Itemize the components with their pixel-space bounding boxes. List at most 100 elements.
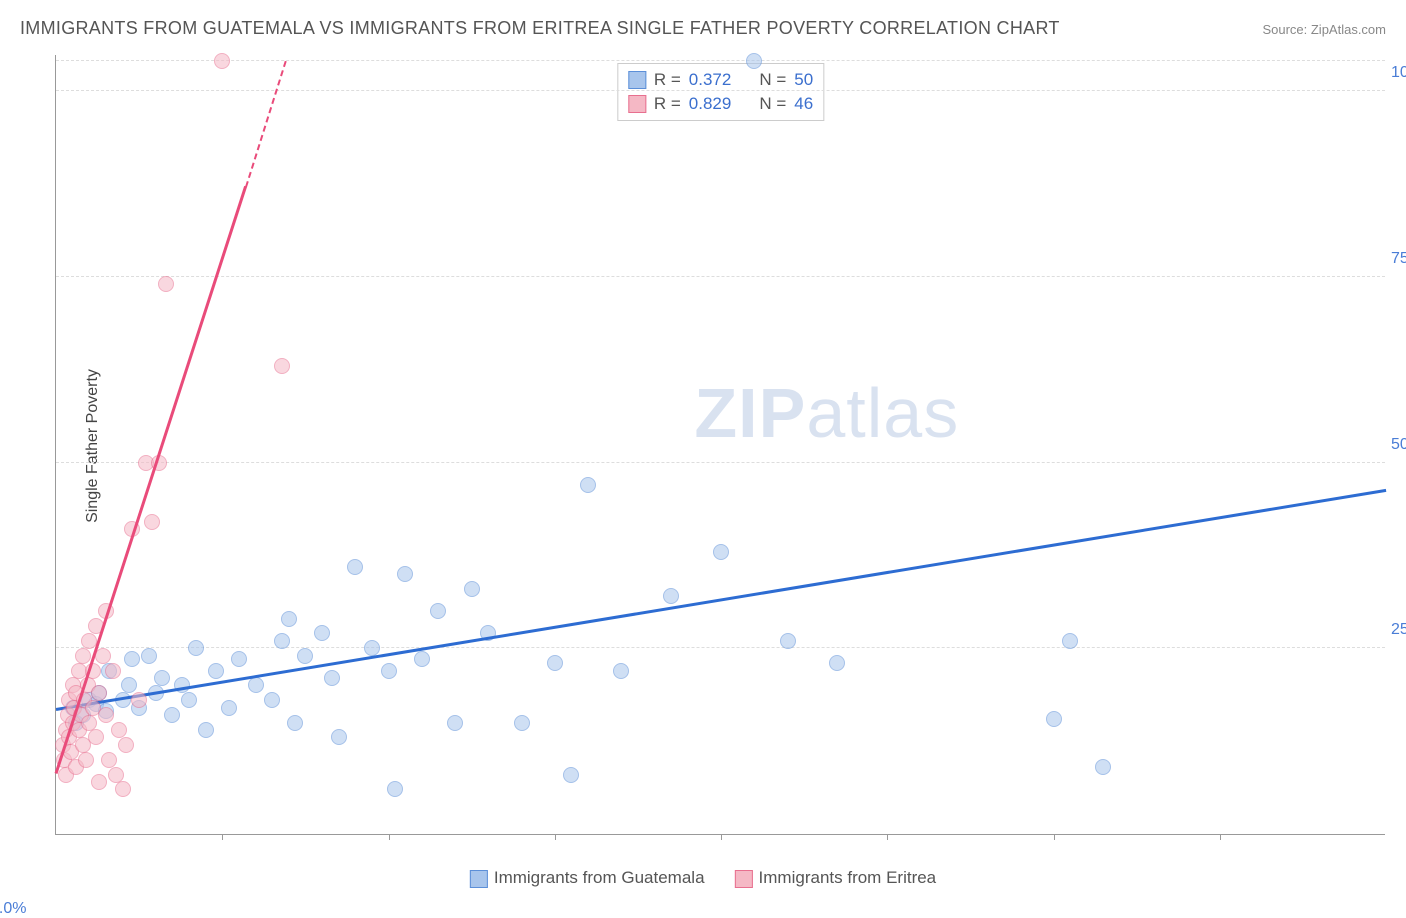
gridline bbox=[56, 60, 1385, 61]
legend-swatch bbox=[628, 71, 646, 89]
x-tick bbox=[721, 834, 722, 840]
x-tick bbox=[389, 834, 390, 840]
y-tick-label: 100.0% bbox=[1391, 64, 1406, 82]
watermark: ZIPatlas bbox=[694, 373, 959, 453]
x-tick bbox=[222, 834, 223, 840]
data-point bbox=[158, 276, 174, 292]
data-point bbox=[464, 581, 480, 597]
x-tick bbox=[555, 834, 556, 840]
data-point bbox=[188, 640, 204, 656]
x-tick bbox=[1220, 834, 1221, 840]
trend-line bbox=[56, 489, 1386, 711]
data-point bbox=[141, 648, 157, 664]
legend-label: Immigrants from Eritrea bbox=[759, 868, 937, 887]
data-point bbox=[314, 625, 330, 641]
data-point bbox=[91, 685, 107, 701]
data-point bbox=[580, 477, 596, 493]
x-tick bbox=[887, 834, 888, 840]
x-tick bbox=[1054, 834, 1055, 840]
gridline bbox=[56, 647, 1385, 648]
data-point bbox=[414, 651, 430, 667]
data-point bbox=[88, 729, 104, 745]
correlation-legend: R = 0.372 N = 50 R = 0.829 N = 46 bbox=[617, 63, 824, 121]
data-point bbox=[208, 663, 224, 679]
data-point bbox=[154, 670, 170, 686]
data-point bbox=[214, 53, 230, 69]
data-point bbox=[347, 559, 363, 575]
n-label: N = bbox=[759, 94, 786, 114]
data-point bbox=[281, 611, 297, 627]
data-point bbox=[514, 715, 530, 731]
y-tick-label: 25.0% bbox=[1391, 621, 1406, 639]
gridline bbox=[56, 462, 1385, 463]
r-label: R = bbox=[654, 70, 681, 90]
gridline bbox=[56, 90, 1385, 91]
data-point bbox=[108, 767, 124, 783]
data-point bbox=[324, 670, 340, 686]
legend-row: R = 0.829 N = 46 bbox=[628, 92, 813, 116]
data-point bbox=[1046, 711, 1062, 727]
r-value: 0.372 bbox=[689, 70, 732, 90]
legend-swatch bbox=[735, 870, 753, 888]
data-point bbox=[274, 358, 290, 374]
data-point bbox=[164, 707, 180, 723]
data-point bbox=[1062, 633, 1078, 649]
data-point bbox=[829, 655, 845, 671]
y-tick-label: 50.0% bbox=[1391, 436, 1406, 454]
data-point bbox=[1095, 759, 1111, 775]
data-point bbox=[181, 692, 197, 708]
data-point bbox=[221, 700, 237, 716]
data-point bbox=[447, 715, 463, 731]
source-link[interactable]: ZipAtlas.com bbox=[1311, 22, 1386, 37]
watermark-bold: ZIP bbox=[694, 374, 806, 452]
series-legend: Immigrants from Guatemala Immigrants from… bbox=[470, 868, 936, 888]
data-point bbox=[124, 651, 140, 667]
x-tick-min: 0.0% bbox=[0, 900, 26, 918]
data-point bbox=[663, 588, 679, 604]
source-prefix: Source: bbox=[1262, 22, 1310, 37]
legend-swatch bbox=[628, 95, 646, 113]
chart-plot-area: ZIPatlas R = 0.372N = 50R = 0.829N = 46 … bbox=[55, 55, 1385, 835]
data-point bbox=[274, 633, 290, 649]
data-point bbox=[248, 677, 264, 693]
data-point bbox=[101, 752, 117, 768]
y-tick-label: 75.0% bbox=[1391, 250, 1406, 268]
data-point bbox=[547, 655, 563, 671]
data-point bbox=[78, 752, 94, 768]
data-point bbox=[746, 53, 762, 69]
data-point bbox=[381, 663, 397, 679]
data-point bbox=[563, 767, 579, 783]
data-point bbox=[91, 774, 107, 790]
data-point bbox=[105, 663, 121, 679]
data-point bbox=[111, 722, 127, 738]
n-label: N = bbox=[759, 70, 786, 90]
legend-label: Immigrants from Guatemala bbox=[494, 868, 705, 887]
data-point bbox=[121, 677, 137, 693]
data-point bbox=[198, 722, 214, 738]
data-point bbox=[144, 514, 160, 530]
trend-line bbox=[245, 60, 287, 187]
data-point bbox=[713, 544, 729, 560]
data-point bbox=[231, 651, 247, 667]
r-value: 0.829 bbox=[689, 94, 732, 114]
data-point bbox=[430, 603, 446, 619]
data-point bbox=[75, 648, 91, 664]
n-value: 50 bbox=[794, 70, 813, 90]
data-point bbox=[780, 633, 796, 649]
legend-item: Immigrants from Eritrea bbox=[735, 868, 937, 888]
data-point bbox=[98, 707, 114, 723]
n-value: 46 bbox=[794, 94, 813, 114]
legend-swatch bbox=[470, 870, 488, 888]
r-label: R = bbox=[654, 94, 681, 114]
data-point bbox=[287, 715, 303, 731]
gridline bbox=[56, 276, 1385, 277]
data-point bbox=[331, 729, 347, 745]
watermark-rest: atlas bbox=[806, 374, 959, 452]
legend-row: R = 0.372 N = 50 bbox=[628, 68, 813, 92]
data-point bbox=[297, 648, 313, 664]
data-point bbox=[613, 663, 629, 679]
data-point bbox=[81, 715, 97, 731]
chart-title: IMMIGRANTS FROM GUATEMALA VS IMMIGRANTS … bbox=[20, 18, 1060, 39]
data-point bbox=[387, 781, 403, 797]
legend-item: Immigrants from Guatemala bbox=[470, 868, 705, 888]
